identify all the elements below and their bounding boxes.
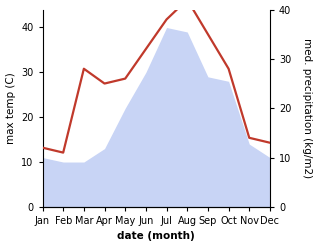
X-axis label: date (month): date (month) [117, 231, 195, 242]
Y-axis label: med. precipitation (kg/m2): med. precipitation (kg/m2) [302, 38, 313, 178]
Y-axis label: max temp (C): max temp (C) [5, 72, 16, 144]
